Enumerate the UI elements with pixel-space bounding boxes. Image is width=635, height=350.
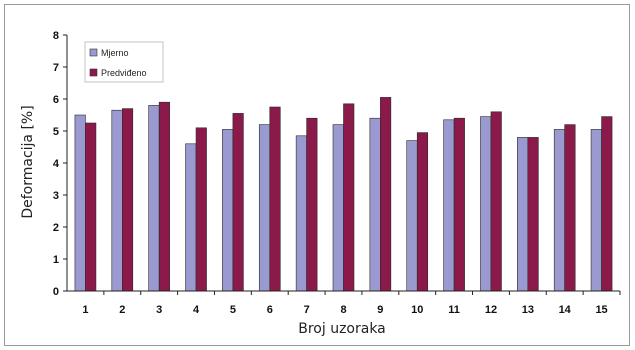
bar-predvideno-5 — [232, 113, 244, 292]
y-tick-label: 7 — [53, 62, 59, 74]
bar-mjerno-12 — [480, 116, 492, 292]
x-tick-label: 4 — [193, 304, 200, 316]
bar-mjerno-15 — [590, 129, 602, 292]
legend-box — [84, 41, 164, 83]
bar-predvideno-3 — [158, 101, 170, 292]
x-tick-label: 7 — [304, 304, 310, 316]
y-axis-ticks: 0 1 2 3 4 5 6 7 8 — [53, 30, 67, 298]
bars-group — [74, 97, 613, 292]
y-tick-label: 2 — [53, 222, 59, 234]
bar-predvideno-13 — [527, 137, 539, 292]
bar-mjerno-5 — [222, 129, 234, 292]
bar-predvideno-14 — [564, 124, 576, 292]
x-tick-label: 12 — [485, 304, 497, 316]
bar-mjerno-14 — [553, 129, 566, 292]
y-tick-label: 0 — [53, 286, 59, 298]
x-tick-label: 15 — [595, 304, 607, 316]
bar-mjerno-6 — [258, 124, 271, 292]
x-tick-label: 1 — [82, 304, 88, 316]
x-tick-label: 8 — [340, 304, 346, 316]
y-tick-label: 5 — [53, 126, 59, 138]
bar-predvideno-4 — [195, 127, 207, 292]
bar-mjerno-3 — [148, 105, 160, 292]
legend-swatch-mjerno — [89, 48, 98, 57]
x-tick-label: 9 — [377, 304, 383, 316]
x-tick-label: 11 — [448, 304, 460, 316]
bar-mjerno-1 — [74, 114, 86, 292]
bar-mjerno-2 — [111, 109, 123, 292]
y-tick-label: 1 — [53, 254, 59, 266]
x-tick-label: 10 — [411, 304, 423, 316]
x-axis-title: Broj uzoraka — [298, 321, 386, 337]
bar-predvideno-1 — [85, 122, 97, 292]
bar-predvideno-12 — [490, 111, 502, 292]
legend-swatch-predvideno — [89, 68, 98, 77]
bar-mjerno-8 — [332, 124, 344, 292]
bar-predvideno-15 — [601, 116, 613, 292]
x-tick-label: 14 — [559, 304, 572, 316]
legend-label-predvideno: Predviđeno — [101, 68, 147, 78]
bar-predvideno-6 — [269, 106, 281, 292]
y-axis-title: Deformacija [%] — [20, 105, 36, 218]
legend: Mjerno Predviđeno — [84, 41, 164, 83]
x-tick-label: 2 — [119, 304, 125, 316]
bar-mjerno-11 — [443, 119, 455, 292]
bar-predvideno-9 — [380, 97, 392, 292]
y-tick-label: 6 — [53, 94, 59, 106]
bar-mjerno-9 — [369, 117, 381, 292]
bar-predvideno-10 — [416, 132, 429, 292]
bar-mjerno-13 — [517, 137, 529, 292]
bar-mjerno-4 — [185, 143, 197, 292]
x-axis-ticks: 1 2 3 4 5 6 7 8 9 10 11 12 13 14 15 — [82, 291, 621, 316]
bar-predvideno-11 — [453, 117, 465, 292]
x-tick-label: 13 — [522, 304, 534, 316]
bar-predvideno-7 — [306, 117, 318, 292]
bar-predvideno-8 — [343, 103, 355, 292]
bar-mjerno-7 — [295, 135, 307, 292]
y-tick-label: 3 — [53, 190, 59, 202]
bar-mjerno-10 — [406, 140, 418, 292]
bar-predvideno-2 — [122, 108, 134, 292]
x-tick-label: 3 — [156, 304, 162, 316]
x-tick-label: 5 — [230, 304, 236, 316]
y-tick-label: 8 — [53, 30, 59, 42]
y-tick-label: 4 — [53, 158, 60, 170]
legend-label-mjerno: Mjerno — [101, 48, 129, 58]
x-tick-label: 6 — [267, 304, 273, 316]
